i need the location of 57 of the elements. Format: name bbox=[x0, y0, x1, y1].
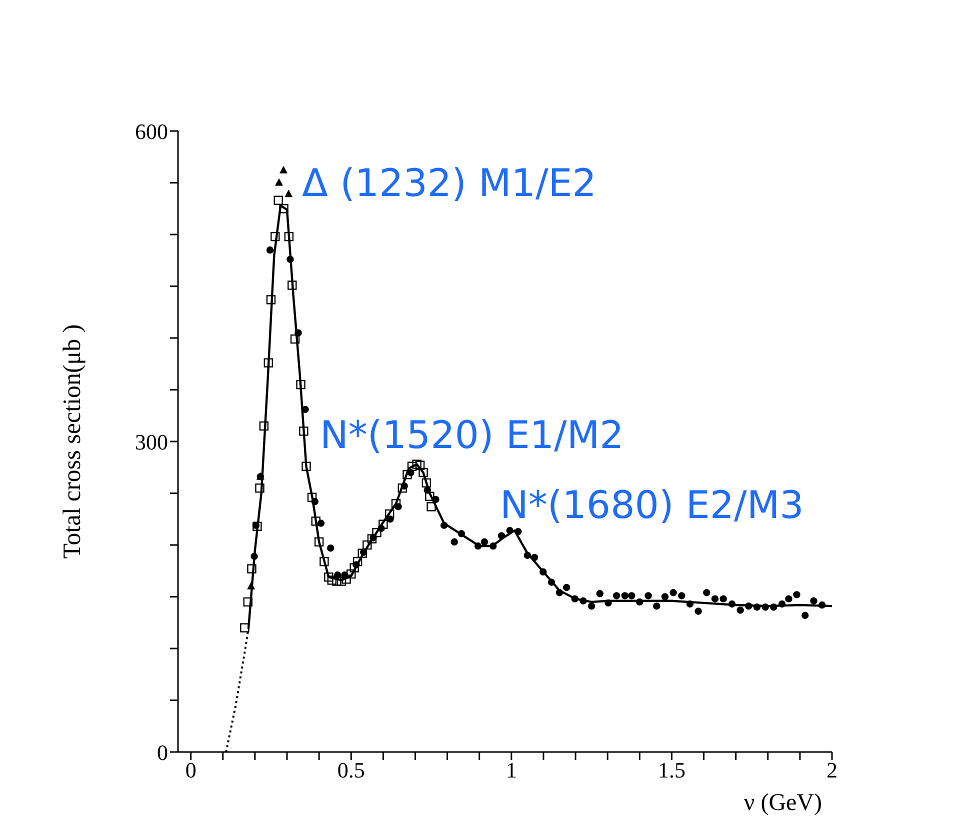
point bbox=[384, 509, 394, 519]
x-tick-label: 0.5 bbox=[337, 758, 365, 783]
point bbox=[290, 334, 300, 344]
x-tick-label: 2 bbox=[826, 758, 838, 783]
point bbox=[412, 460, 422, 469]
point bbox=[266, 295, 276, 304]
point bbox=[391, 499, 401, 508]
point bbox=[367, 534, 377, 544]
point bbox=[372, 528, 382, 538]
x-axis-title: ν (GeV) bbox=[744, 790, 822, 816]
y-tick-label: 600 bbox=[135, 118, 168, 144]
point bbox=[284, 190, 293, 198]
point bbox=[259, 421, 269, 431]
point bbox=[362, 540, 372, 550]
point bbox=[279, 166, 288, 174]
point bbox=[252, 522, 262, 531]
point bbox=[240, 623, 250, 632]
point bbox=[243, 597, 252, 607]
point bbox=[247, 564, 256, 574]
point bbox=[336, 576, 346, 586]
point bbox=[426, 502, 436, 512]
point bbox=[270, 232, 280, 242]
point bbox=[255, 483, 264, 493]
y-tick-label: 300 bbox=[135, 429, 168, 454]
point bbox=[288, 280, 297, 290]
annotation: N*(1520) E1/M2 bbox=[320, 413, 624, 457]
point bbox=[264, 358, 274, 368]
annotation: N*(1680) E2/M3 bbox=[500, 483, 804, 527]
point bbox=[274, 196, 283, 205]
point bbox=[324, 572, 334, 582]
point bbox=[378, 520, 388, 529]
x-tick-label: 1.5 bbox=[658, 758, 686, 783]
point bbox=[402, 470, 412, 480]
point bbox=[302, 462, 311, 471]
point bbox=[352, 556, 362, 566]
x-tick-label: 0 bbox=[185, 758, 196, 783]
point bbox=[314, 537, 324, 546]
point bbox=[284, 232, 294, 242]
point bbox=[299, 426, 308, 436]
y-tick-label: 0 bbox=[157, 740, 168, 765]
y-axis-title: Total cross section(μb ) bbox=[59, 324, 86, 559]
point bbox=[247, 582, 256, 590]
point bbox=[327, 576, 336, 585]
point bbox=[346, 569, 356, 579]
point bbox=[425, 492, 434, 501]
point bbox=[307, 492, 317, 502]
point bbox=[320, 556, 329, 566]
point bbox=[407, 462, 417, 471]
point bbox=[398, 483, 408, 493]
annotation: Δ (1232) M1/E2 bbox=[302, 161, 596, 205]
point bbox=[415, 460, 425, 470]
point bbox=[296, 380, 306, 390]
point bbox=[418, 468, 428, 478]
x-tick-label: 1 bbox=[506, 758, 517, 783]
point bbox=[422, 478, 432, 488]
point bbox=[311, 516, 320, 526]
point bbox=[274, 178, 283, 186]
